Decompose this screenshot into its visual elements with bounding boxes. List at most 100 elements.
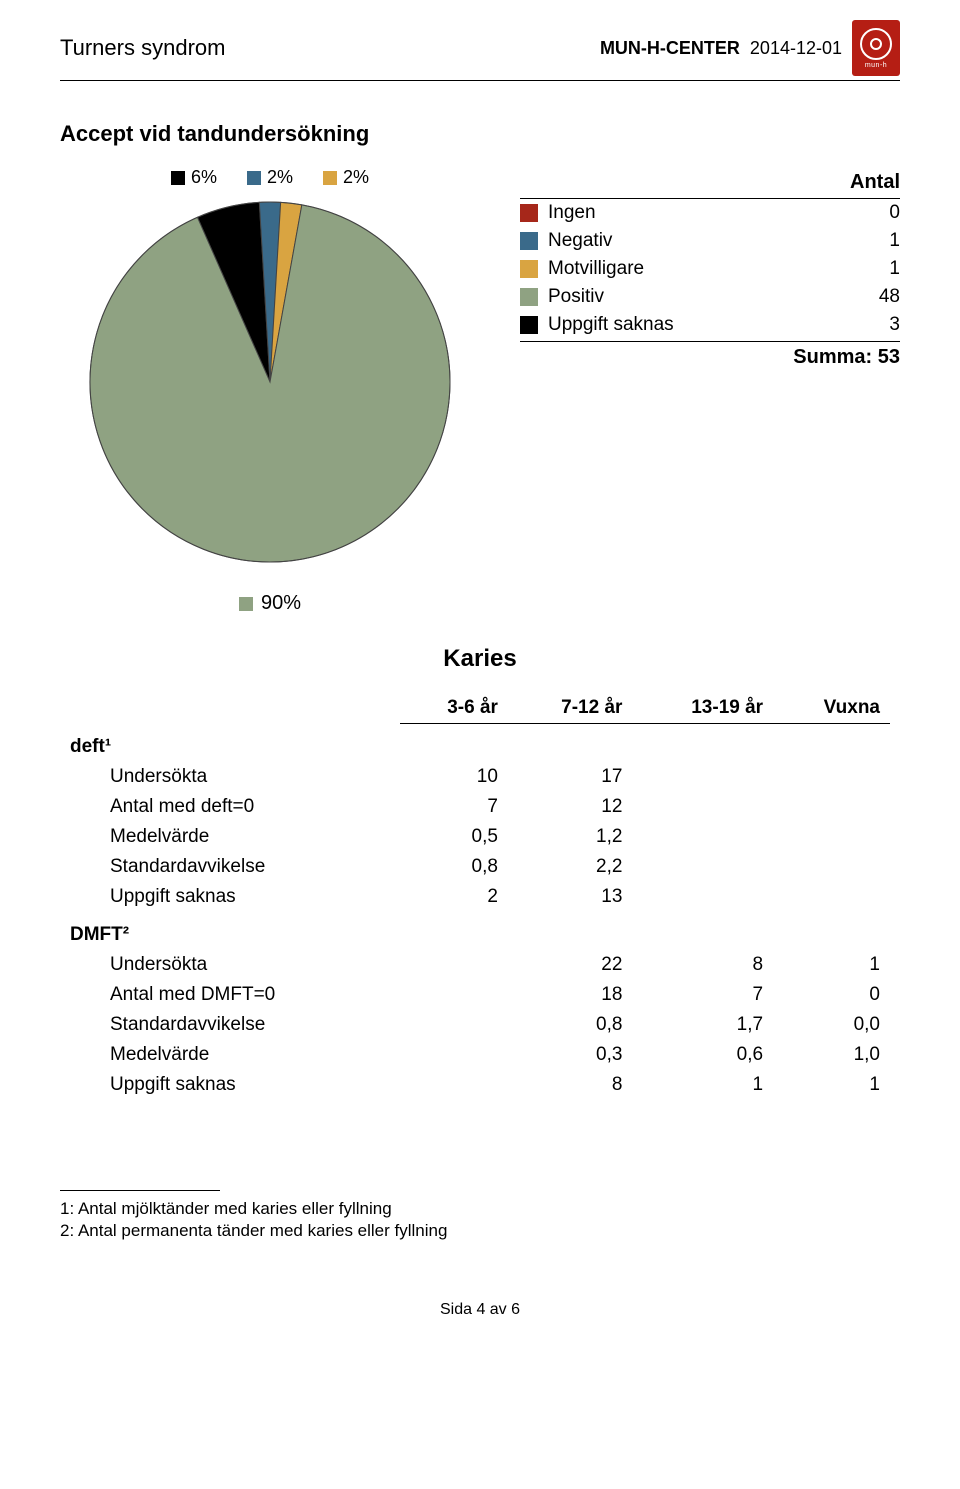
header-right: MUN-H-CENTER 2014-12-01 mun-h [600, 20, 900, 76]
table-cell: 18 [508, 980, 632, 1010]
table-cell: 10 [400, 762, 508, 792]
table-row: Undersökta1017 [70, 762, 890, 792]
karies-table: 3-6 år7-12 år13-19 årVuxna deft¹Undersök… [70, 693, 890, 1100]
table-cell: 1 [773, 1070, 890, 1100]
table-row-label: Standardavvikelse [70, 1010, 400, 1040]
section-title-karies: Karies [60, 645, 900, 673]
table-cell [400, 980, 508, 1010]
table-cell [632, 792, 773, 822]
table-row-label: Standardavvikelse [70, 852, 400, 882]
table-cell: 13 [508, 882, 632, 912]
pie-top-label: 2% [247, 167, 293, 188]
table-cell: 0,6 [632, 1040, 773, 1070]
table-row-label: Medelvärde [70, 1040, 400, 1070]
page-header: Turners syndrom MUN-H-CENTER 2014-12-01 … [60, 20, 900, 81]
table-group-header: DMFT² [70, 912, 890, 950]
table-cell: 7 [400, 792, 508, 822]
table-cell: 7 [632, 980, 773, 1010]
legend-title: Antal [520, 171, 900, 199]
pie-top-label: 2% [323, 167, 369, 188]
table-cell [773, 762, 890, 792]
table-cell: 1 [773, 950, 890, 980]
table-row-label: Antal med DMFT=0 [70, 980, 400, 1010]
table-cell [773, 852, 890, 882]
legend-swatch [520, 316, 538, 334]
legend-swatch [520, 288, 538, 306]
table-col-header: Vuxna [773, 693, 890, 724]
legend-total: Summa: 53 [520, 341, 900, 369]
doc-title: Turners syndrom [60, 35, 225, 61]
table-cell: 2,2 [508, 852, 632, 882]
pie-top-labels: 6% 2% 2% [171, 167, 369, 188]
table-cell [400, 1070, 508, 1100]
pie-top-pct: 2% [267, 167, 293, 188]
table-cell: 0,5 [400, 822, 508, 852]
table-cell: 0 [773, 980, 890, 1010]
table-col-header: 3-6 år [400, 693, 508, 724]
table-row-label: Uppgift saknas [70, 882, 400, 912]
legend-value: 0 [889, 202, 900, 224]
table-cell [773, 792, 890, 822]
legend-value: 3 [889, 314, 900, 336]
legend-row: Uppgift saknas 3 [520, 311, 900, 339]
legend-row: Motvilligare 1 [520, 255, 900, 283]
pie-bottom-label: 90% [239, 592, 301, 615]
table-row: Uppgift saknas213 [70, 882, 890, 912]
page-footer: Sida 4 av 6 [60, 1301, 900, 1319]
legend-row: Ingen0 [520, 199, 900, 227]
brand-logo-icon: mun-h [852, 20, 900, 76]
legend-label-text: Motvilligare [548, 258, 644, 280]
footnote: 1: Antal mjölktänder med karies eller fy… [60, 1199, 900, 1219]
legend-value: 1 [889, 230, 900, 252]
section-title-accept: Accept vid tandundersökning [60, 121, 900, 147]
table-cell: 8 [632, 950, 773, 980]
pie-top-label: 6% [171, 167, 217, 188]
table-row: Standardavvikelse 0,81,70,0 [70, 1010, 890, 1040]
doc-date: 2014-12-01 [750, 38, 842, 59]
table-cell: 1 [632, 1070, 773, 1100]
footnote-separator [60, 1190, 220, 1191]
table-cell [632, 882, 773, 912]
legend-label-text: Negativ [548, 230, 612, 252]
table-cell: 0,8 [400, 852, 508, 882]
table-cell [400, 950, 508, 980]
legend-swatch [520, 260, 538, 278]
legend-row: Negativ 1 [520, 227, 900, 255]
table-cell: 1,2 [508, 822, 632, 852]
table-row: Medelvärde0,51,2 [70, 822, 890, 852]
table-cell: 22 [508, 950, 632, 980]
pie-top-pct: 6% [191, 167, 217, 188]
table-cell: 0,8 [508, 1010, 632, 1040]
table-cell: 1,0 [773, 1040, 890, 1070]
legend-swatch [520, 232, 538, 250]
table-cell: 8 [508, 1070, 632, 1100]
table-group-header: deft¹ [70, 724, 890, 763]
table-col-header: 7-12 år [508, 693, 632, 724]
table-col-header: 13-19 år [632, 693, 773, 724]
table-cell: 17 [508, 762, 632, 792]
table-row: Medelvärde 0,30,61,0 [70, 1040, 890, 1070]
table-cell [400, 1040, 508, 1070]
footnote: 2: Antal permanenta tänder med karies el… [60, 1221, 900, 1241]
table-cell [773, 822, 890, 852]
table-row: Undersökta 2281 [70, 950, 890, 980]
table-cell: 0,3 [508, 1040, 632, 1070]
legend-swatch [520, 204, 538, 222]
table-cell: 12 [508, 792, 632, 822]
table-row: Uppgift saknas811 [70, 1070, 890, 1100]
table-row-label: Undersökta [70, 762, 400, 792]
pie-chart [80, 192, 460, 572]
pie-top-pct: 2% [343, 167, 369, 188]
table-row: Standardavvikelse0,82,2 [70, 852, 890, 882]
table-row-label: Uppgift saknas [70, 1070, 400, 1100]
table-row-label: Undersökta [70, 950, 400, 980]
table-cell: 2 [400, 882, 508, 912]
table-cell: 0,0 [773, 1010, 890, 1040]
table-row: Antal med deft=0712 [70, 792, 890, 822]
pie-bottom-pct: 90% [261, 592, 301, 615]
table-cell: 1,7 [632, 1010, 773, 1040]
legend-label-text: Positiv [548, 286, 604, 308]
legend-value: 1 [889, 258, 900, 280]
brand-name: MUN-H-CENTER [600, 38, 740, 59]
legend-label-text: Uppgift saknas [548, 314, 674, 336]
